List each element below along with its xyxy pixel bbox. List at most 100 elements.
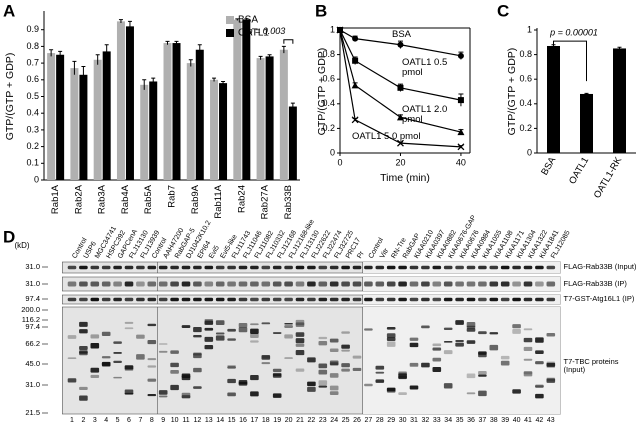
x-tick-label: Rab5A	[143, 184, 154, 214]
lane-number: 8	[150, 417, 154, 424]
blot-band	[375, 281, 385, 287]
blot-band	[535, 393, 544, 399]
bar	[210, 79, 219, 180]
blot-band	[421, 265, 430, 270]
blot-band	[352, 297, 362, 302]
y-tick-label: 0.6	[26, 74, 39, 84]
lane-number: 1	[70, 417, 74, 424]
blot-band	[318, 336, 328, 340]
blot-band	[272, 281, 282, 287]
blot-band	[79, 386, 88, 391]
y-tick-label: 0.8	[26, 41, 39, 51]
blot-band	[329, 265, 339, 270]
lane-number: 11	[182, 417, 189, 424]
y-tick-label: 0.9	[26, 24, 39, 34]
lane-number: 24	[330, 417, 338, 424]
series-line	[339, 29, 461, 148]
lane-number: 32	[422, 417, 430, 424]
blot-band	[432, 297, 442, 302]
blot-band	[318, 363, 328, 369]
blot-band	[375, 371, 385, 374]
blot-band	[261, 281, 271, 287]
marker	[336, 26, 344, 34]
blot-band	[386, 333, 396, 339]
bar	[580, 93, 593, 153]
bar	[279, 49, 288, 180]
blot-band	[250, 297, 259, 302]
blot-band	[466, 327, 476, 332]
x-tick-label: OATL1	[567, 155, 591, 186]
blot-band	[466, 373, 476, 379]
blot-band	[272, 393, 282, 398]
bar	[140, 84, 149, 180]
blot-band	[79, 329, 88, 334]
blot-band	[432, 357, 442, 362]
blot-band	[147, 297, 157, 302]
blot-band	[113, 360, 122, 364]
x-tick-label: BSA	[539, 155, 558, 178]
blot-band	[295, 332, 305, 337]
blot-band	[147, 394, 157, 397]
bar	[125, 26, 134, 180]
blot-band	[535, 361, 544, 365]
blot-band	[79, 346, 88, 351]
blot-band	[318, 385, 328, 388]
blot-band	[307, 297, 316, 302]
y-tick-label: 0.8	[322, 49, 335, 59]
blot-band	[170, 297, 179, 302]
y-tick-label: 0.7	[26, 57, 39, 67]
blot-band	[193, 386, 202, 389]
lane-number: 30	[399, 417, 407, 424]
annotation: p = 0.00001	[549, 27, 598, 37]
bar	[233, 19, 242, 181]
blot-band	[181, 297, 191, 302]
blot-band	[204, 320, 214, 325]
legend-label: BSA	[238, 15, 258, 26]
blot-band	[158, 350, 168, 353]
blot-band	[147, 281, 157, 287]
error-bar	[118, 19, 123, 24]
bar	[219, 83, 228, 180]
bar	[172, 43, 181, 181]
blot-band	[500, 281, 510, 287]
blot-band	[546, 366, 556, 368]
marker	[457, 143, 465, 151]
blot-band	[193, 281, 202, 287]
blot-band	[307, 265, 316, 270]
error-bar	[58, 50, 63, 59]
blot-band	[250, 323, 259, 326]
blot-band	[546, 361, 556, 367]
bar	[93, 59, 102, 181]
blot-band	[227, 265, 236, 270]
blot-band	[295, 281, 305, 287]
blot-band	[432, 265, 442, 270]
marker	[352, 35, 359, 42]
blot-band	[386, 337, 396, 342]
lane-number: 3	[93, 417, 97, 424]
blot-band	[364, 328, 373, 331]
bar	[79, 74, 88, 180]
blot-band	[432, 281, 442, 287]
blot-band	[489, 265, 499, 270]
blot-band	[398, 281, 407, 287]
x-tick-label: OATL1-RK	[592, 155, 625, 201]
blot-band	[341, 349, 350, 352]
blot-band	[227, 281, 236, 287]
series-label: BSA	[392, 29, 412, 40]
blot-band	[238, 265, 248, 270]
lane-number: 41	[524, 417, 532, 424]
marker	[397, 139, 404, 147]
blot-band	[147, 323, 157, 327]
blot-band	[284, 357, 293, 360]
blot-band	[512, 281, 521, 287]
bar	[195, 49, 204, 180]
lane-number: 2	[81, 417, 85, 424]
x-tick-label: Rab9A	[190, 184, 201, 214]
blot-band	[124, 297, 134, 302]
blot-band	[215, 335, 225, 341]
blot-band	[478, 353, 487, 358]
blot-band	[386, 297, 396, 302]
blot-band	[535, 337, 544, 343]
y-tick-label: 0.4	[322, 98, 335, 108]
y-tick-label: 0	[34, 174, 39, 184]
